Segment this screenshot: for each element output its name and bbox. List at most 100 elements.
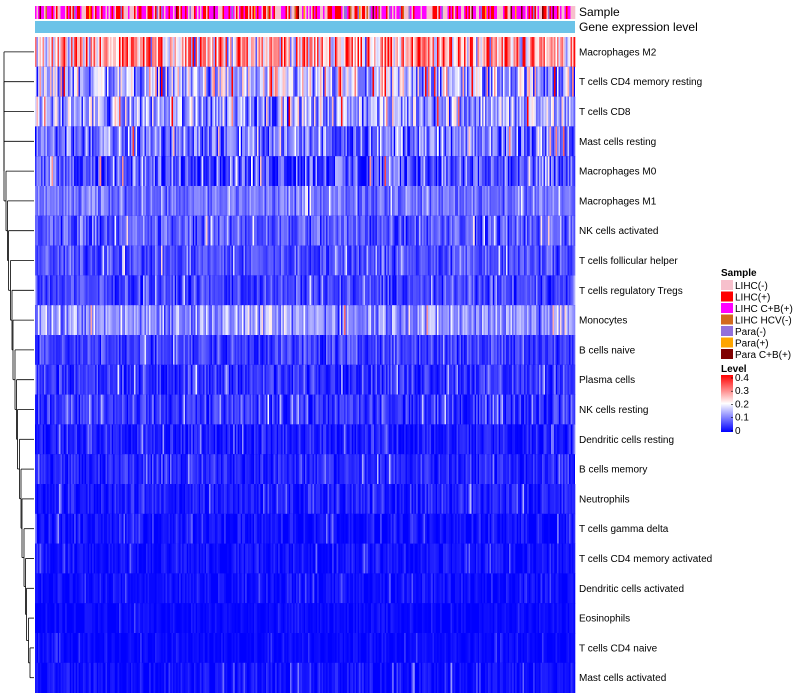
heatmap-cell bbox=[506, 156, 508, 187]
heatmap-cell bbox=[176, 364, 178, 395]
heatmap-cell bbox=[359, 37, 361, 68]
heatmap-cell bbox=[474, 126, 477, 157]
heatmap-cell bbox=[537, 66, 540, 97]
heatmap-cell bbox=[516, 96, 519, 127]
heatmap-cell bbox=[495, 186, 498, 217]
heatmap-cell bbox=[276, 96, 279, 127]
sample-annotation-cell bbox=[218, 6, 220, 19]
heatmap-cell bbox=[515, 186, 517, 217]
heatmap-cell bbox=[57, 66, 60, 97]
heatmap-cell bbox=[317, 215, 319, 246]
heatmap-cell bbox=[174, 126, 177, 157]
heatmap-cell bbox=[371, 275, 373, 306]
heatmap-cell bbox=[446, 126, 448, 157]
heatmap-cell bbox=[102, 66, 105, 97]
heatmap-cell bbox=[105, 186, 108, 217]
sample-annotation-cell bbox=[393, 6, 396, 19]
heatmap-cell bbox=[213, 96, 216, 127]
heatmap-cell bbox=[83, 275, 85, 306]
heatmap-cell bbox=[482, 335, 484, 366]
heatmap-cell bbox=[111, 37, 114, 68]
heatmap-cell bbox=[422, 156, 424, 187]
sample-annotation-cell bbox=[293, 6, 295, 19]
heatmap-cell bbox=[360, 335, 363, 366]
heatmap-cell bbox=[255, 96, 258, 127]
heatmap-cell bbox=[218, 126, 220, 157]
heatmap-cell bbox=[248, 275, 250, 306]
heatmap-cell bbox=[428, 96, 430, 127]
heatmap-cell bbox=[540, 394, 543, 425]
heatmap-cell bbox=[312, 66, 315, 97]
heatmap-cell bbox=[561, 156, 564, 187]
heatmap-cell bbox=[35, 96, 37, 127]
heatmap-cell bbox=[128, 156, 130, 187]
heatmap-cell bbox=[186, 275, 189, 306]
heatmap-cell bbox=[273, 335, 276, 366]
heatmap-cell bbox=[98, 245, 100, 276]
heatmap-cell bbox=[510, 186, 513, 217]
heatmap-cell bbox=[224, 245, 226, 276]
heatmap-cell bbox=[491, 305, 493, 336]
heatmap-cell bbox=[168, 186, 171, 217]
heatmap-cell bbox=[147, 245, 150, 276]
heatmap-cell bbox=[231, 126, 234, 157]
heatmap-cell bbox=[482, 394, 484, 425]
heatmap-cell bbox=[258, 66, 261, 97]
heatmap-cell bbox=[81, 156, 84, 187]
heatmap-cell bbox=[251, 335, 253, 366]
heatmap-cell bbox=[273, 186, 276, 217]
sample-annotation-cell bbox=[365, 6, 367, 19]
heatmap-cell bbox=[413, 96, 415, 127]
heatmap-cell bbox=[353, 126, 355, 157]
heatmap-cell bbox=[312, 364, 315, 395]
heatmap-cell bbox=[401, 215, 403, 246]
heatmap-cell bbox=[237, 335, 240, 366]
heatmap-cell bbox=[120, 335, 123, 366]
sample-annotation-cell bbox=[297, 6, 300, 19]
heatmap-cell bbox=[258, 215, 261, 246]
heatmap-cell bbox=[224, 96, 226, 127]
heatmap-cell bbox=[297, 186, 300, 217]
heatmap-cell bbox=[264, 305, 267, 336]
heatmap-cell bbox=[531, 335, 534, 366]
heatmap-cell bbox=[156, 186, 159, 217]
heatmap-cell bbox=[120, 156, 123, 187]
heatmap-cell bbox=[507, 394, 510, 425]
heatmap-cell bbox=[270, 364, 273, 395]
heatmap-cell bbox=[117, 305, 120, 336]
heatmap-cell bbox=[233, 394, 235, 425]
heatmap-cell bbox=[296, 66, 298, 97]
sample-annotation-cell bbox=[135, 6, 138, 19]
sample-annotation-cell bbox=[167, 6, 169, 19]
heatmap-cell bbox=[93, 275, 96, 306]
heatmap-cell bbox=[248, 394, 250, 425]
sample-annotation-cell bbox=[419, 6, 421, 19]
heatmap-cell bbox=[360, 96, 363, 127]
heatmap-cell bbox=[474, 96, 477, 127]
heatmap-cell bbox=[539, 305, 541, 336]
heatmap-cell bbox=[36, 96, 39, 127]
heatmap-cell bbox=[545, 364, 547, 395]
heatmap-cell bbox=[368, 37, 370, 68]
heatmap-cell bbox=[398, 96, 400, 127]
heatmap-cell bbox=[389, 96, 391, 127]
heatmap-cell bbox=[159, 186, 162, 217]
heatmap-cell bbox=[368, 186, 370, 217]
heatmap-cell bbox=[239, 305, 241, 336]
heatmap-cell bbox=[333, 335, 336, 366]
heatmap-cell bbox=[59, 215, 61, 246]
heatmap-cell bbox=[396, 96, 399, 127]
heatmap-cell bbox=[105, 96, 108, 127]
heatmap-cell bbox=[192, 364, 195, 395]
heatmap-cell bbox=[449, 96, 451, 127]
sample-annotation-cell bbox=[99, 6, 102, 19]
heatmap-cell bbox=[557, 335, 559, 366]
sample-annotation-cell bbox=[171, 6, 174, 19]
heatmap-cell bbox=[512, 96, 514, 127]
heatmap-cell bbox=[279, 66, 282, 97]
heatmap-cell bbox=[408, 245, 411, 276]
heatmap-cell bbox=[423, 186, 426, 217]
heatmap-cell bbox=[261, 66, 264, 97]
heatmap-cell bbox=[80, 394, 82, 425]
heatmap-cell bbox=[320, 335, 322, 366]
